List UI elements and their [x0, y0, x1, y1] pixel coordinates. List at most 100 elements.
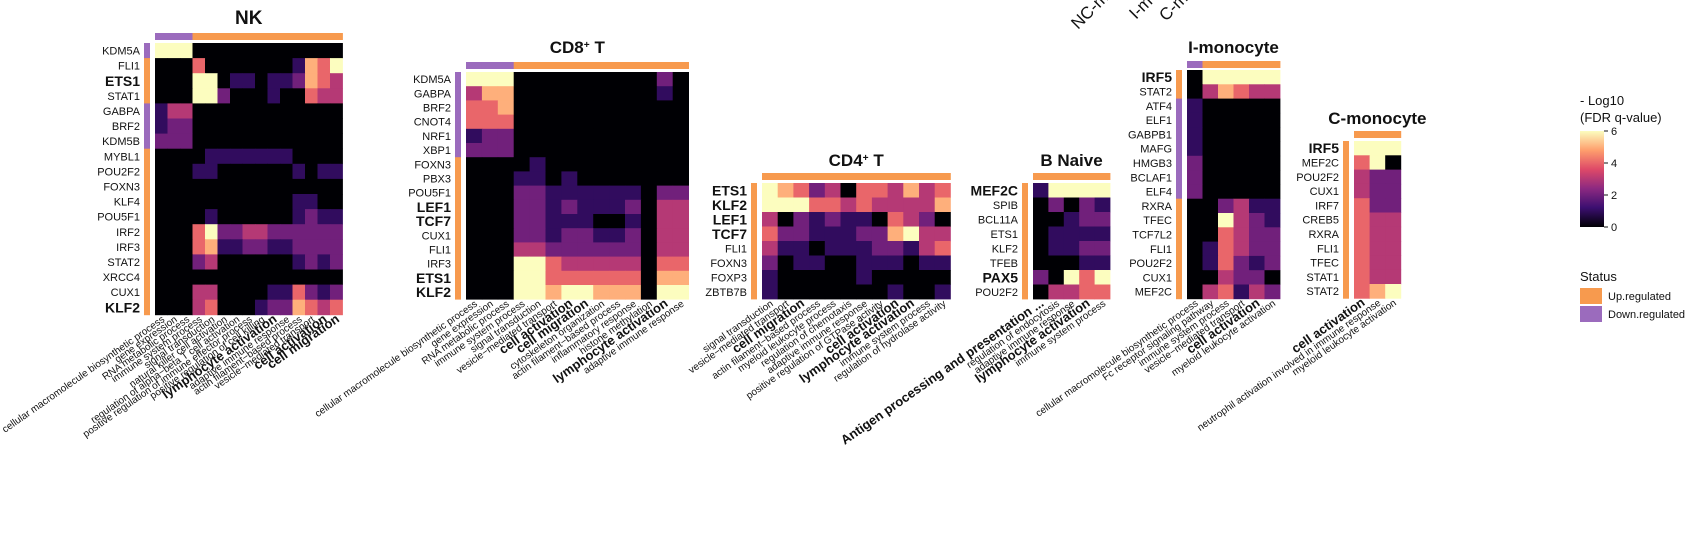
heatmap-cell: [513, 72, 530, 87]
heatmap-cell: [545, 199, 562, 215]
row-status-cell: [144, 239, 150, 255]
row-status-cell: [1343, 255, 1349, 271]
heatmap-cell: [672, 171, 689, 186]
heatmap-cell: [919, 284, 936, 300]
heatmap-cell: [625, 143, 642, 158]
heatmap-cell: [155, 224, 168, 240]
row-status-cell: [751, 183, 757, 198]
heatmap-cell: [1233, 98, 1250, 114]
heatmap-cell: [317, 239, 331, 255]
heatmap-cell: [656, 114, 674, 130]
row-status-cell: [455, 86, 461, 101]
heatmap-cell: [1048, 270, 1065, 285]
heatmap-cell: [230, 224, 243, 240]
row-label: CUX1: [1310, 186, 1339, 198]
heatmap-cell: [497, 228, 515, 243]
heatmap-cell: [593, 128, 610, 144]
heatmap-cell: [192, 133, 206, 150]
column-status-cell: [1218, 61, 1234, 68]
heatmap-cell: [280, 209, 293, 225]
row-label: ELF4: [1146, 187, 1172, 199]
top-label-i: I-m: [1125, 0, 1156, 23]
column-status-cell: [466, 62, 483, 69]
heatmap-cell: [593, 100, 610, 115]
heatmap-cell: [529, 128, 546, 144]
heatmap-cell: [1218, 255, 1234, 271]
heatmap-cell: [317, 269, 331, 285]
heatmap-cell: [513, 157, 530, 172]
heatmap-cell: [793, 241, 810, 256]
heatmap-cell: [1249, 70, 1265, 85]
heatmap-cell: [1249, 241, 1265, 257]
heatmap-cell: [317, 209, 331, 225]
column-status-cell: [919, 173, 936, 180]
heatmap-cell: [192, 43, 206, 59]
heatmap-cell: [267, 209, 281, 225]
heatmap-cell: [529, 256, 546, 272]
heatmap-cell: [625, 171, 642, 186]
heatmap-cell: [856, 197, 873, 213]
heatmap-cell: [230, 194, 243, 210]
heatmap-cell: [640, 228, 658, 243]
row-status-cell: [1176, 213, 1182, 228]
heatmap-cell: [255, 178, 268, 195]
heatmap-cell: [1354, 284, 1370, 299]
heatmap-cell: [167, 88, 181, 104]
heatmap-cell: [1187, 184, 1203, 200]
heatmap-cell: [217, 299, 231, 316]
row-status-cell: [1022, 270, 1028, 285]
heatmap-cell: [593, 171, 610, 186]
heatmap-cell: [1048, 212, 1065, 227]
heatmap-cell: [593, 256, 610, 272]
heatmap-cell: [1033, 241, 1049, 256]
heatmap-cell: [561, 228, 578, 243]
heatmap-cell: [230, 163, 243, 180]
row-label: STAT2: [1139, 86, 1172, 98]
heatmap-cell: [577, 285, 594, 300]
heatmap-cell: [672, 143, 689, 158]
heatmap-cell: [466, 128, 483, 144]
heatmap-cell: [656, 86, 674, 101]
heatmap-cell: [205, 103, 218, 119]
heatmap-cell: [481, 199, 499, 215]
heatmap-cell: [529, 171, 546, 186]
heatmap-cell: [809, 197, 826, 213]
heatmap-cell: [919, 241, 936, 256]
row-status-cell: [1343, 269, 1349, 285]
heatmap-cell: [317, 178, 331, 195]
row-label: BRF2: [112, 121, 140, 133]
heatmap-cell: [305, 163, 318, 180]
heatmap-cell: [593, 285, 610, 300]
heatmap-cell: [481, 128, 499, 144]
heatmap-cell: [217, 73, 231, 89]
heatmap-cell: [255, 299, 268, 316]
heatmap-cell: [545, 157, 562, 172]
heatmap-cell: [824, 197, 841, 213]
heatmap-cell: [1354, 198, 1370, 213]
row-label: TFEB: [990, 258, 1018, 270]
column-status-cell: [217, 33, 231, 40]
colorbar-tick-label: 6: [1611, 126, 1617, 138]
heatmap-cell: [1218, 213, 1234, 228]
heatmap-cell: [1233, 84, 1250, 99]
heatmap-cell: [167, 299, 181, 316]
heatmap-cell: [205, 299, 218, 316]
heatmap-cell: [577, 199, 594, 215]
row-status-cell: [1176, 241, 1182, 257]
row-status-cell: [1176, 255, 1182, 271]
heatmap-cell: [625, 214, 642, 229]
heatmap-cell: [305, 299, 318, 316]
heatmap-cell: [529, 86, 546, 101]
row-label: XRCC4: [103, 272, 140, 284]
row-label: ELF1: [1146, 115, 1172, 127]
heatmap-cell: [1187, 241, 1203, 257]
heatmap-cell: [903, 212, 920, 227]
heatmap-cell: [609, 157, 626, 172]
heatmap-cell: [656, 143, 674, 158]
row-status-cell: [455, 228, 461, 243]
heatmap-cell: [155, 299, 168, 316]
heatmap-cell: [1033, 226, 1049, 242]
row-label: FLI1: [1150, 244, 1172, 256]
heatmap-cell: [577, 171, 594, 186]
heatmap-cell: [672, 270, 689, 286]
